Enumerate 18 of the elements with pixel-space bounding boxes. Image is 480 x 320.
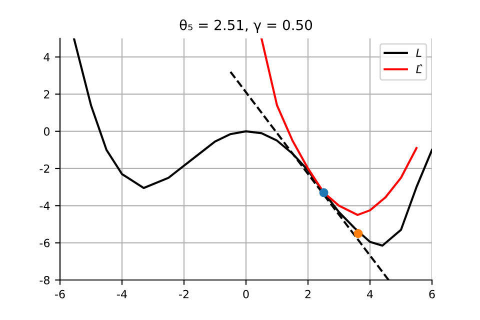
y-tick-label: 2 bbox=[44, 90, 50, 98]
legend-label: L̂ bbox=[416, 64, 422, 74]
y-tick-label: -8 bbox=[40, 276, 50, 284]
x-tick-label: 2 bbox=[305, 290, 310, 298]
chart-title: θ₅ = 2.51, γ = 0.50 bbox=[180, 19, 312, 33]
x-tick-label: -2 bbox=[179, 290, 188, 298]
y-tick-label: -2 bbox=[40, 164, 50, 173]
x-tick-label: 4 bbox=[367, 290, 373, 298]
y-tick-label: -6 bbox=[40, 238, 50, 248]
legend-label: L bbox=[416, 48, 422, 57]
x-tick-label: 6 bbox=[429, 290, 435, 298]
x-tick-label: -4 bbox=[117, 290, 127, 298]
y-tick-label: -4 bbox=[40, 202, 50, 210]
y-tick-label: 4 bbox=[44, 53, 50, 62]
x-tick-label: -6 bbox=[55, 290, 65, 298]
x-tick-label: 0 bbox=[243, 290, 249, 298]
y-tick-label: 0 bbox=[44, 127, 50, 136]
line-series bbox=[260, 38, 418, 216]
